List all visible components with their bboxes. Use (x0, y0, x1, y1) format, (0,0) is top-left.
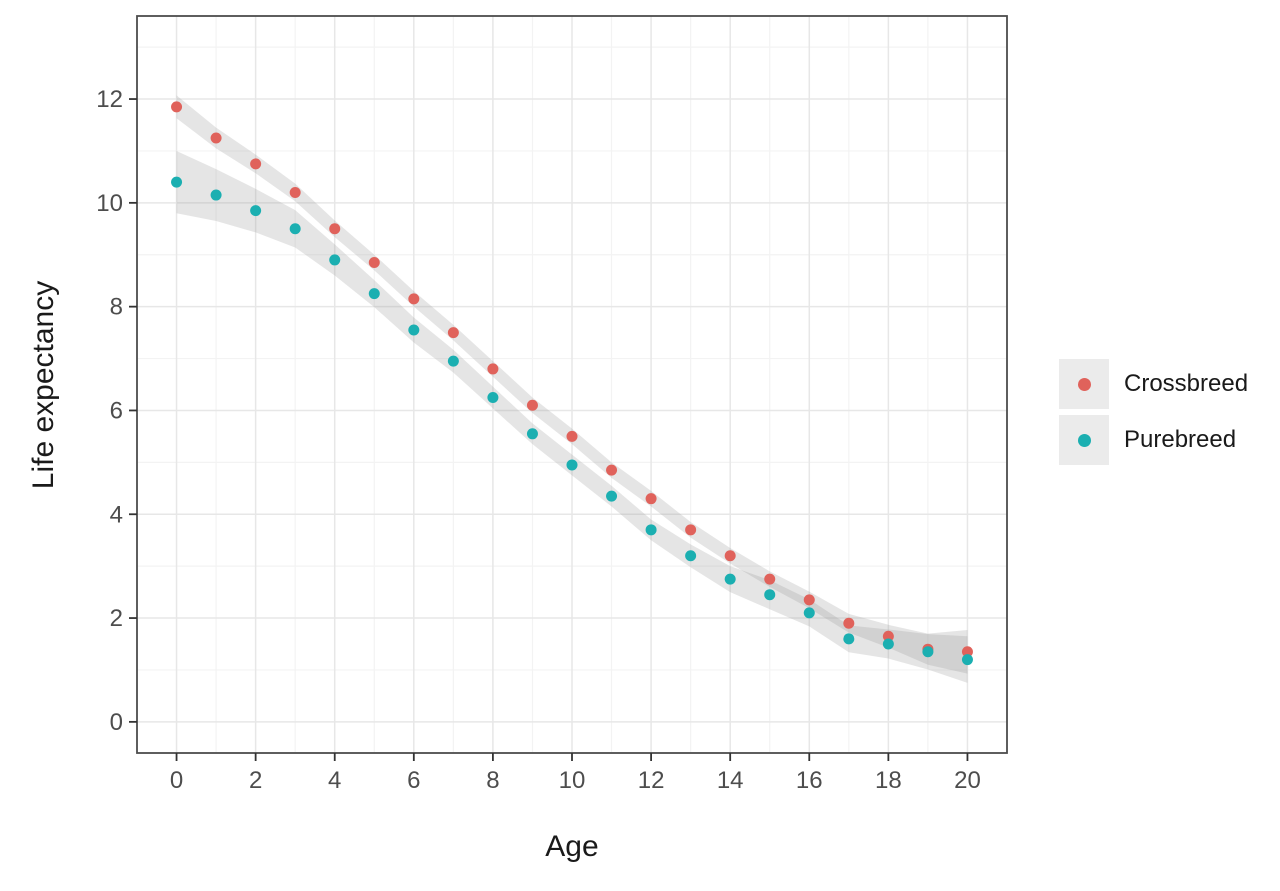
data-point-purebreed (526, 428, 538, 440)
x-tick-label: 18 (875, 767, 902, 794)
x-tick-label: 20 (954, 767, 981, 794)
data-point-purebreed (210, 189, 222, 201)
data-point-purebreed (408, 324, 420, 336)
data-point-purebreed (645, 524, 657, 536)
y-tick-label: 10 (96, 190, 123, 217)
x-tick-label: 10 (559, 767, 586, 794)
legend-dot-icon (1077, 377, 1091, 391)
data-point-purebreed (566, 459, 578, 471)
data-point-purebreed (882, 638, 894, 650)
x-tick-label: 8 (486, 767, 499, 794)
data-point-purebreed (289, 223, 301, 235)
data-point-purebreed (329, 254, 341, 266)
data-point-crossbreed (961, 646, 973, 658)
data-point-crossbreed (487, 363, 499, 375)
data-point-crossbreed (882, 630, 894, 642)
y-tick-label: 8 (110, 294, 123, 321)
data-point-crossbreed (447, 327, 459, 339)
x-tick-label: 2 (249, 767, 262, 794)
data-point-crossbreed (645, 493, 657, 505)
data-point-crossbreed (210, 132, 222, 144)
data-point-purebreed (961, 654, 973, 666)
y-tick-label: 12 (96, 86, 123, 113)
data-point-crossbreed (368, 257, 380, 269)
data-point-crossbreed (764, 573, 776, 585)
data-point-purebreed (843, 633, 855, 645)
y-tick-label: 2 (110, 605, 123, 632)
legend-item-purebreed: Purebreed (1059, 415, 1248, 465)
data-point-purebreed (606, 490, 618, 502)
legend-item-crossbreed: Crossbreed (1059, 359, 1248, 409)
data-point-crossbreed (171, 101, 183, 113)
data-point-crossbreed (408, 293, 420, 305)
data-point-crossbreed (566, 430, 578, 442)
data-point-crossbreed (724, 550, 736, 562)
y-tick-label: 4 (110, 501, 123, 528)
data-point-crossbreed (526, 399, 538, 411)
data-point-purebreed (171, 176, 183, 188)
x-tick-label: 12 (638, 767, 665, 794)
data-point-purebreed (764, 589, 776, 601)
data-point-crossbreed (329, 223, 341, 235)
data-point-crossbreed (250, 158, 262, 170)
data-point-purebreed (685, 550, 697, 562)
data-point-purebreed (487, 391, 499, 403)
legend-item-label: Crossbreed (1124, 370, 1249, 397)
y-axis-title: Life expectancy (27, 280, 60, 490)
data-point-purebreed (803, 607, 815, 619)
y-tick-label: 6 (110, 397, 123, 424)
data-point-crossbreed (843, 617, 855, 629)
x-tick-label: 0 (170, 767, 183, 794)
legend-dot-icon (1077, 433, 1091, 447)
data-point-purebreed (368, 288, 380, 300)
legend-key (1059, 359, 1109, 409)
data-point-crossbreed (606, 464, 618, 476)
data-point-crossbreed (289, 186, 301, 198)
legend: Crossbreed Purebreed (1059, 359, 1248, 471)
x-tick-label: 16 (796, 767, 823, 794)
data-point-purebreed (250, 205, 262, 217)
data-point-purebreed (724, 573, 736, 585)
data-point-purebreed (447, 355, 459, 367)
data-point-crossbreed (685, 524, 697, 536)
data-point-purebreed (922, 646, 934, 658)
ribbon-purebreed (176, 150, 968, 683)
x-tick-label: 4 (328, 767, 341, 794)
x-tick-label: 6 (407, 767, 420, 794)
legend-item-label: Purebreed (1124, 426, 1237, 453)
data-point-crossbreed (803, 594, 815, 606)
x-tick-label: 14 (717, 767, 744, 794)
legend-key (1059, 415, 1109, 465)
x-axis-title: Age (545, 830, 599, 863)
y-tick-label: 0 (110, 709, 123, 736)
